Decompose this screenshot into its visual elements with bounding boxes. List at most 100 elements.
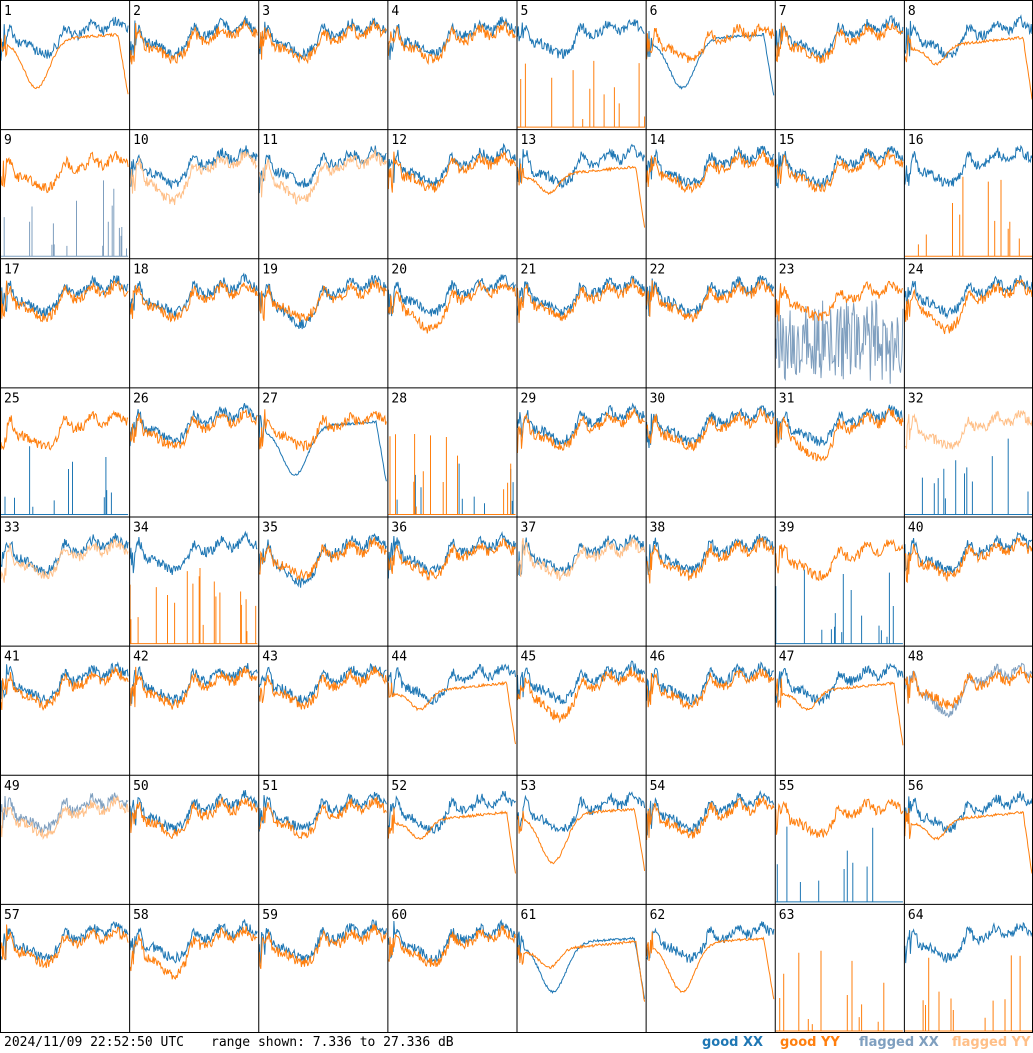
series-yy-49	[0, 796, 129, 840]
panel-label-50: 50	[133, 779, 149, 794]
series-yy-11	[258, 148, 387, 205]
series-xx-7	[775, 15, 904, 60]
series-xx-42	[129, 663, 258, 705]
series-yy-58	[129, 926, 258, 980]
panel-label-12: 12	[391, 133, 407, 148]
series-xx-8	[904, 14, 1033, 59]
panel-47: 47	[775, 650, 904, 746]
panel-label-25: 25	[4, 391, 20, 406]
series-xx-37	[517, 534, 645, 577]
panel-19: 19	[258, 262, 387, 330]
panel-label-20: 20	[391, 262, 407, 277]
panel-label-39: 39	[779, 521, 795, 536]
panel-label-11: 11	[262, 133, 278, 148]
series-xx-23	[775, 299, 904, 384]
panel-21: 21	[517, 262, 646, 323]
panel-4: 4	[387, 4, 516, 65]
series-yy-37	[517, 537, 646, 581]
panel-label-26: 26	[133, 391, 149, 406]
series-xx-39	[775, 569, 903, 645]
series-yy-57	[0, 924, 129, 969]
series-yy-27	[258, 409, 387, 452]
series-yy-22	[646, 279, 775, 323]
series-xx-62	[646, 921, 775, 963]
panel-12: 12	[387, 133, 516, 193]
series-yy-29	[517, 407, 645, 454]
panel-label-28: 28	[391, 391, 407, 406]
panel-label-61: 61	[521, 908, 537, 923]
series-yy-2	[129, 19, 258, 65]
panel-label-33: 33	[4, 521, 20, 536]
series-xx-34	[129, 530, 258, 575]
panel-64: 64	[904, 908, 1033, 1032]
panel-label-31: 31	[779, 391, 795, 406]
series-yy-54	[646, 796, 775, 841]
series-xx-41	[0, 661, 129, 705]
panel-33: 33	[0, 521, 129, 583]
series-yy-59	[258, 924, 387, 970]
panel-label-62: 62	[650, 908, 666, 923]
series-yy-30	[646, 408, 775, 452]
panel-41: 41	[0, 650, 129, 712]
series-yy-4	[387, 21, 516, 65]
series-yy-9	[0, 150, 129, 194]
series-xx-32	[904, 438, 1032, 515]
series-xx-28	[388, 463, 516, 515]
series-xx-38	[646, 533, 775, 576]
series-yy-14	[646, 149, 775, 194]
series-xx-5	[517, 18, 645, 59]
panel-43: 43	[258, 650, 387, 710]
series-yy-8	[904, 34, 1033, 100]
panel-29: 29	[517, 391, 646, 454]
panel-label-48: 48	[908, 650, 924, 665]
panel-59: 59	[258, 908, 387, 970]
series-yy-33	[0, 537, 129, 583]
panel-34: 34	[129, 521, 258, 645]
panel-label-1: 1	[4, 4, 12, 19]
panel-label-40: 40	[908, 521, 924, 536]
panel-22: 22	[646, 262, 775, 323]
legend-good-yy: good YY	[780, 1035, 840, 1050]
series-yy-53	[517, 807, 646, 871]
series-xx-43	[258, 663, 387, 707]
panel-label-47: 47	[779, 650, 795, 665]
series-yy-47	[775, 678, 904, 746]
panel-label-58: 58	[133, 908, 149, 923]
series-xx-17	[0, 274, 129, 318]
panel-10: 10	[129, 133, 258, 206]
series-yy-46	[646, 668, 775, 710]
series-xx-51	[258, 791, 387, 832]
panel-6: 6	[646, 4, 775, 96]
panel-31: 31	[775, 391, 904, 462]
panel-1: 1	[0, 4, 129, 95]
series-xx-61	[517, 931, 646, 999]
panel-57: 57	[0, 908, 129, 969]
series-xx-16	[904, 144, 1033, 187]
panel-label-42: 42	[133, 650, 149, 665]
panel-45: 45	[517, 650, 646, 724]
panel-label-55: 55	[779, 779, 795, 794]
series-xx-1	[0, 16, 129, 61]
panel-label-6: 6	[650, 4, 658, 19]
series-yy-31	[775, 407, 904, 462]
panel-label-14: 14	[650, 133, 666, 148]
series-xx-12	[387, 142, 516, 187]
series-yy-40	[904, 537, 1033, 584]
series-yy-24	[904, 278, 1033, 335]
series-yy-39	[775, 538, 904, 582]
legend-good-xx: good XX	[702, 1035, 764, 1050]
series-xx-30	[646, 405, 775, 449]
series-xx-4	[387, 16, 516, 60]
panel-label-19: 19	[262, 262, 278, 277]
panel-14: 14	[646, 133, 775, 194]
panel-62: 62	[646, 908, 775, 1000]
panel-39: 39	[775, 521, 904, 645]
series-yy-35	[258, 536, 387, 581]
panel-3: 3	[258, 4, 387, 65]
series-xx-18	[129, 272, 258, 319]
panel-20: 20	[387, 262, 516, 334]
panel-label-41: 41	[4, 650, 20, 665]
series-yy-6	[646, 23, 775, 64]
panel-51: 51	[258, 779, 387, 840]
series-xx-26	[129, 403, 258, 447]
